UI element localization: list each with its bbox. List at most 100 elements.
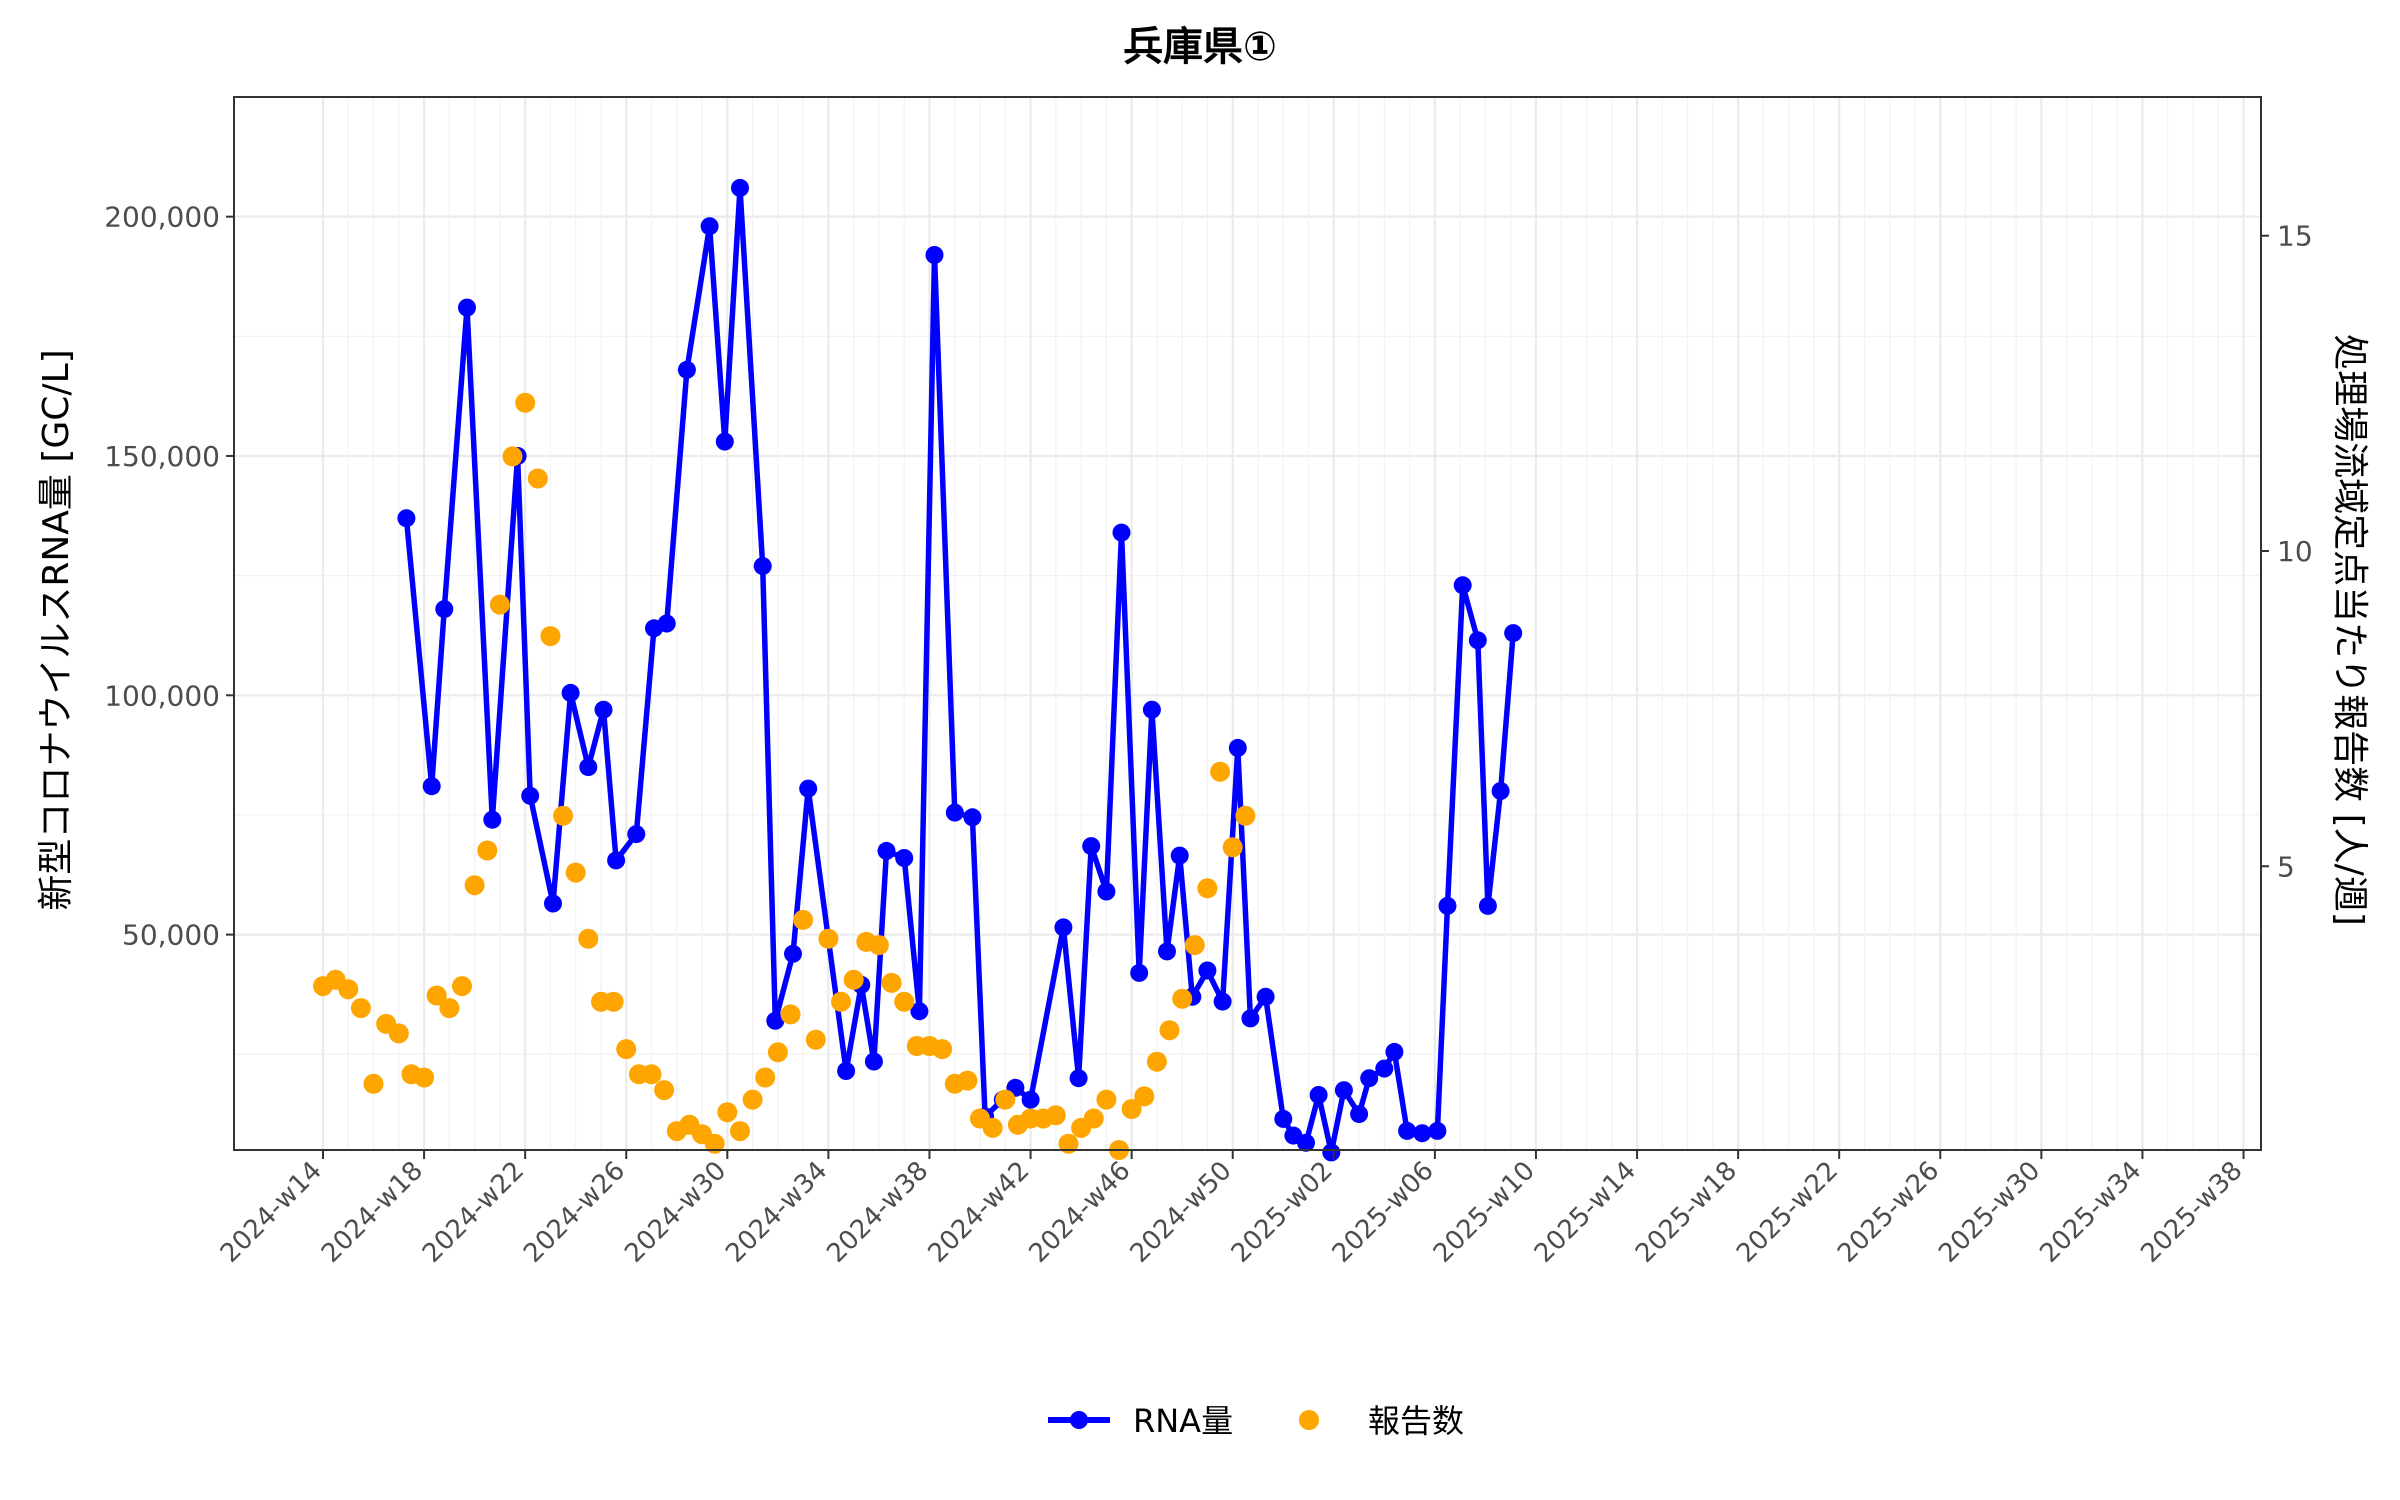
rna-point <box>1097 882 1116 901</box>
report-point <box>730 1121 750 1142</box>
y-right-tick-label: 5 <box>2277 850 2295 883</box>
rna-point <box>1504 624 1523 643</box>
rna-point <box>1274 1109 1293 1128</box>
report-point <box>1083 1108 1104 1129</box>
y-right-tick-label: 10 <box>2277 535 2313 568</box>
plot-frame <box>233 96 2262 1151</box>
report-point <box>1222 837 1243 858</box>
rna-point <box>1228 738 1247 757</box>
rna-point <box>1350 1105 1369 1124</box>
report-point <box>553 805 574 826</box>
rna-point <box>1468 631 1487 650</box>
rna-point <box>1334 1081 1353 1100</box>
rna-point <box>1453 576 1472 595</box>
report-point <box>1121 1099 1142 1119</box>
rna-point <box>1213 992 1232 1011</box>
rna-point <box>1297 1133 1315 1152</box>
report-point <box>338 979 359 1000</box>
report-point <box>894 991 915 1012</box>
report-point <box>414 1067 435 1088</box>
rna-point <box>1491 782 1510 800</box>
rna-point <box>1170 846 1189 865</box>
rna-point <box>864 1052 883 1071</box>
rna-point <box>1054 918 1073 937</box>
y-axis-left-title: 新型コロナウイルスRNA量 [GC/L] <box>36 349 77 910</box>
legend-rna-label: RNA量 <box>1133 1402 1233 1440</box>
rna-point <box>677 360 696 379</box>
rna-point <box>1158 942 1176 961</box>
report-point <box>1172 988 1193 1009</box>
rna-point <box>1428 1121 1447 1140</box>
rna-point <box>1256 987 1275 1006</box>
report-point <box>464 875 485 896</box>
rna-point <box>945 803 964 822</box>
legend-rna-swatch-dot <box>1070 1411 1088 1429</box>
rna-point <box>1021 1090 1040 1109</box>
report-point <box>527 468 548 489</box>
rna-point <box>521 786 540 805</box>
rna-point <box>561 683 580 702</box>
rna-point <box>607 851 626 870</box>
rna-point <box>435 600 454 619</box>
rna-point <box>1309 1086 1328 1104</box>
report-point <box>1159 1020 1180 1041</box>
rna-point <box>837 1062 856 1080</box>
rna-point <box>657 614 676 633</box>
y-left-tick-label: 150,000 <box>104 440 220 473</box>
rna-point <box>766 1011 785 1030</box>
rna-point <box>579 758 598 777</box>
rna-point <box>1398 1121 1417 1140</box>
rna-point <box>1438 896 1457 915</box>
rna-point <box>784 944 802 963</box>
report-point <box>603 991 624 1012</box>
rna-point <box>799 779 818 798</box>
rna-point <box>963 808 982 827</box>
report-point <box>578 928 599 949</box>
report-point <box>1184 935 1205 956</box>
report-point <box>1058 1133 1079 1154</box>
report-point <box>1197 878 1218 899</box>
rna-point <box>1112 523 1131 542</box>
rna-point <box>422 777 441 796</box>
report-point <box>831 991 851 1012</box>
rna-point <box>544 894 562 913</box>
rna-point <box>753 557 772 576</box>
y-left-tick-label: 50,000 <box>122 919 220 952</box>
report-point <box>932 1039 953 1060</box>
report-point <box>868 935 889 956</box>
report-point <box>439 998 460 1019</box>
series-report <box>313 392 1256 1160</box>
legend-report-label: 報告数 <box>1368 1402 1464 1440</box>
report-point <box>1235 805 1256 826</box>
report-point <box>565 862 586 883</box>
report-point <box>881 972 902 993</box>
rna-point <box>1322 1143 1341 1162</box>
y-axis-left: 50,000 100,000 150,000 200,000 <box>104 201 234 952</box>
rna-point <box>1375 1059 1394 1078</box>
report-point <box>755 1067 776 1088</box>
report-point <box>704 1133 725 1154</box>
report-point <box>805 1029 826 1050</box>
report-point <box>1096 1089 1117 1110</box>
rna-point <box>1130 963 1149 982</box>
rna-point <box>1360 1069 1379 1088</box>
rna-point <box>715 432 734 451</box>
report-point <box>767 1042 788 1063</box>
rna-point <box>1478 896 1497 915</box>
report-point <box>489 594 510 615</box>
y-axis-right: 5 10 15 <box>2261 220 2313 883</box>
report-point <box>426 985 447 1006</box>
rna-point <box>627 825 646 844</box>
report-point <box>1210 761 1231 782</box>
report-point <box>1146 1051 1167 1072</box>
plot-border <box>233 96 2262 1151</box>
chart-title: 兵庫県① <box>1123 24 1277 70</box>
report-point <box>350 998 371 1019</box>
y-left-tick-label: 200,000 <box>104 201 220 234</box>
rna-point <box>910 1002 929 1021</box>
report-point <box>654 1080 675 1101</box>
report-point <box>1134 1086 1155 1107</box>
rna-line <box>403 185 1516 1156</box>
rna-point <box>1142 700 1161 719</box>
